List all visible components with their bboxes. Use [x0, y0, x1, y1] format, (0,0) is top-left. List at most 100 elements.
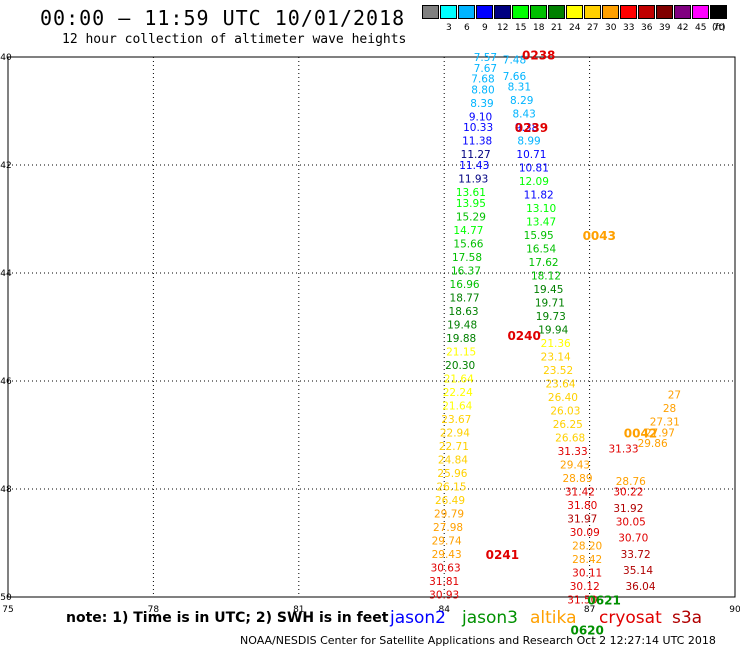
- wave-height-label: 33.72: [621, 549, 651, 561]
- wave-height-label: 29.74: [432, 535, 462, 547]
- wave-height-label: 15.66: [453, 238, 483, 250]
- wave-height-label: 30.12: [570, 581, 600, 593]
- legend-label: 45: [695, 23, 707, 33]
- wave-height-label: 23.14: [541, 352, 571, 364]
- wave-height-label: 31.33: [608, 444, 638, 456]
- wave-height-label: 31.97: [567, 514, 597, 526]
- wave-height-label: 30.05: [616, 516, 646, 528]
- wave-height-label: 8.80: [471, 84, 494, 96]
- satellite-legend-cryosat: cryosat: [599, 608, 662, 628]
- wave-height-label: 7.68: [471, 74, 494, 86]
- pass-time-label: 0042: [624, 426, 657, 440]
- wave-height-label: 7.48: [503, 55, 526, 67]
- wave-height-label: 19.88: [446, 333, 476, 345]
- legend-label: 24: [569, 23, 581, 33]
- wave-height-label: 23.67: [441, 414, 471, 426]
- legend-swatch: [458, 5, 475, 19]
- wave-height-label: 11.43: [459, 160, 489, 172]
- wave-height-label: 26.15: [436, 481, 466, 493]
- wave-height-label: 31.80: [567, 500, 597, 512]
- chart-title: 00:00 – 11:59 UTC 10/01/2018: [40, 6, 406, 30]
- wave-height-label: 23.52: [543, 365, 573, 377]
- wave-height-label: 31.81: [429, 576, 459, 588]
- legend-label: 3: [446, 23, 452, 33]
- plot-frame: [7, 56, 736, 598]
- wave-height-label: 30.93: [429, 589, 459, 601]
- wave-height-label: 26.25: [553, 419, 583, 431]
- wave-height-label: 28.20: [572, 541, 602, 553]
- wave-height-label: 30.70: [618, 533, 648, 545]
- wave-height-label: 31.33: [558, 446, 588, 458]
- legend-swatch: [512, 5, 529, 19]
- legend-swatch: [422, 5, 439, 19]
- legend-label: 6: [464, 23, 470, 33]
- legend-unit: (ft): [712, 23, 726, 33]
- legend-swatch: [602, 5, 619, 19]
- legend-swatch: [692, 5, 709, 19]
- legend-swatch: [440, 5, 457, 19]
- legend-label: 33: [623, 23, 635, 33]
- wave-height-label: 26.49: [435, 495, 465, 507]
- wave-height-label: 11.38: [462, 136, 492, 148]
- wave-height-label: 17.62: [529, 257, 559, 269]
- wave-height-label: 13.95: [456, 198, 486, 210]
- wave-height-label: 8.29: [510, 95, 533, 107]
- wave-height-label: 7.67: [474, 63, 497, 75]
- footer-credit: NOAA/NESDIS Center for Satellite Applica…: [240, 634, 716, 647]
- wave-height-label: 8.43: [512, 109, 535, 121]
- satellite-legend-s3a: s3a: [672, 608, 703, 628]
- wave-height-label: 15.29: [456, 211, 486, 223]
- wave-height-label: 30.09: [570, 527, 600, 539]
- wave-height-label: 8.99: [517, 136, 540, 148]
- legend-swatch: [494, 5, 511, 19]
- legend-swatch: [566, 5, 583, 19]
- wave-height-label: 15.95: [524, 230, 554, 242]
- wave-height-label: 19.48: [447, 319, 477, 331]
- wave-height-label: 22.71: [439, 441, 469, 453]
- wave-height-label: 26.03: [550, 406, 580, 418]
- wave-height-label: 8.39: [470, 98, 493, 110]
- wave-height-label: 9.38: [515, 122, 538, 134]
- wave-height-label: 30.22: [613, 487, 643, 499]
- wave-height-label: 21.64: [444, 373, 474, 385]
- pass-time-label: 0241: [486, 548, 519, 562]
- satellite-legend-jason2: jason2: [390, 608, 446, 628]
- wave-height-label: 30.11: [572, 568, 602, 580]
- wave-height-label: 13.47: [526, 217, 556, 229]
- legend-swatch: [710, 5, 727, 19]
- wave-height-label: 26.40: [548, 392, 578, 404]
- x-tick-label: 90: [729, 605, 740, 615]
- wave-height-label: 12.09: [519, 176, 549, 188]
- wave-height-label: 18.12: [531, 271, 561, 283]
- wave-height-label: 23.64: [545, 379, 575, 391]
- wave-height-label: 8.31: [508, 82, 531, 94]
- wave-height-label: 31.92: [613, 503, 643, 515]
- y-tick-label: 40: [0, 53, 12, 63]
- wave-height-label: 20.30: [445, 360, 475, 372]
- wave-height-label: 22.94: [440, 427, 470, 439]
- wave-height-label: 28: [663, 403, 676, 415]
- legend-label: 30: [605, 23, 617, 33]
- wave-height-label: 28.89: [562, 473, 592, 485]
- legend-swatch: [656, 5, 673, 19]
- y-tick-label: 44: [0, 269, 12, 279]
- chart-subtitle: 12 hour collection of altimeter wave hei…: [62, 32, 407, 47]
- wave-height-label: 19.94: [538, 325, 568, 337]
- legend-label: 15: [515, 23, 527, 33]
- satellite-legend-altika: altika: [530, 608, 577, 628]
- legend-label: 21: [551, 23, 563, 33]
- wave-height-label: 21.64: [442, 400, 472, 412]
- wave-height-label: 27: [668, 390, 681, 402]
- y-tick-label: 48: [0, 485, 12, 495]
- wave-height-label: 11.93: [458, 174, 488, 186]
- x-tick-label: 81: [293, 605, 304, 615]
- wave-height-label: 28.42: [572, 554, 602, 566]
- pass-time-label: 0240: [507, 329, 540, 343]
- x-tick-label: 84: [438, 605, 450, 615]
- wave-height-label: 29.79: [434, 508, 464, 520]
- x-tick-label: 87: [584, 605, 595, 615]
- legend-swatch: [620, 5, 637, 19]
- pass-time-label: 0239: [515, 121, 548, 135]
- wave-height-label: 19.73: [536, 311, 566, 323]
